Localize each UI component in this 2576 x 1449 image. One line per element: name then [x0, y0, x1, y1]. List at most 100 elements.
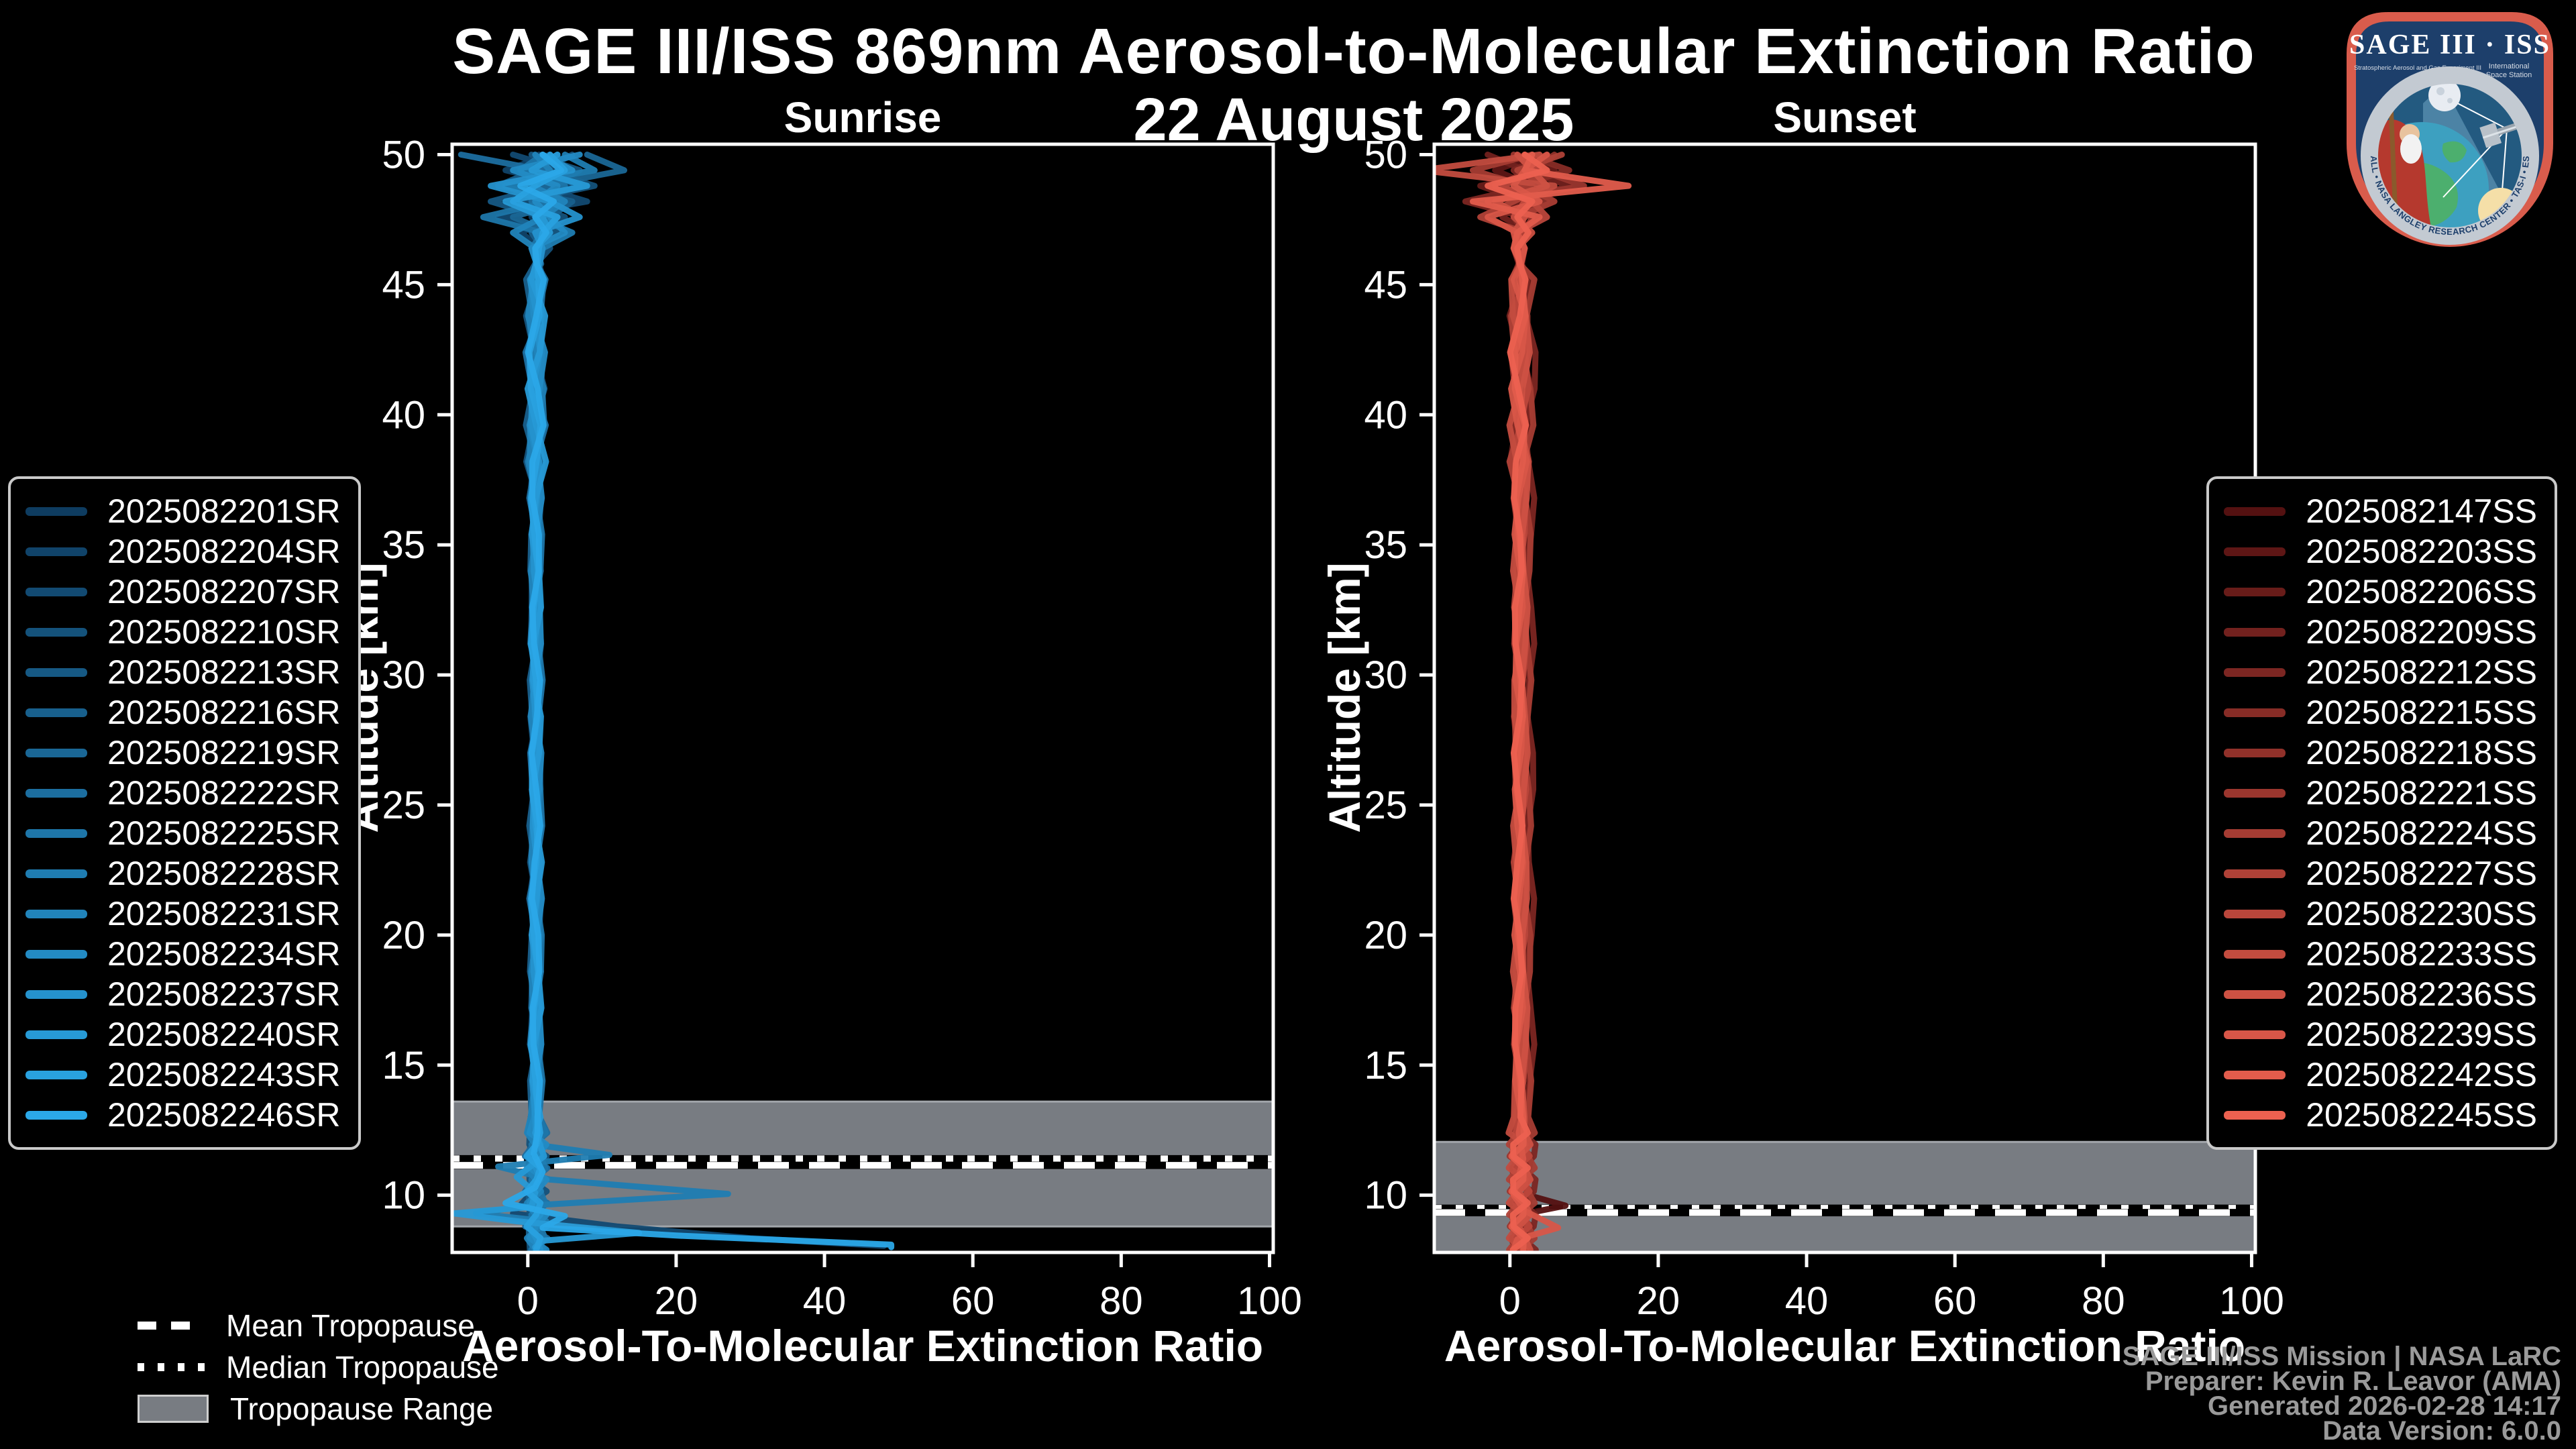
- legend-event-id: 2025082201SR: [107, 492, 341, 530]
- sunrise-legend-item: 2025082243SR: [25, 1055, 341, 1095]
- sunset-profile-2025082212SS: [1462, 152, 1550, 1252]
- legend-event-id: 2025082213SR: [107, 653, 341, 691]
- tropopause-range-swatch: [138, 1395, 209, 1423]
- legend-line-swatch: [2224, 587, 2286, 596]
- legend-line-swatch: [25, 788, 87, 798]
- tropopause-range-label: Tropopause Range: [230, 1391, 494, 1426]
- legend-event-id: 2025082147SS: [2306, 492, 2537, 530]
- sunrise-legend-item: 2025082240SR: [25, 1014, 341, 1055]
- sunrise-profile-2025082228SR: [472, 152, 731, 1250]
- sunset-x-axis-label: Aerosol-To-Molecular Extinction Ratio: [1444, 1321, 2246, 1371]
- legend-line-swatch: [25, 708, 87, 717]
- legend-line-swatch: [2224, 949, 2286, 959]
- legend-line-swatch: [2224, 708, 2286, 717]
- sunset-legend-item: 2025082221SS: [2224, 773, 2537, 813]
- sunrise-panel: 0 20 40 60 80 100 10 15 20 25 30 35 40 45 50: [382, 133, 1301, 1323]
- mean-tropopause-legend-item: Mean Tropopause: [138, 1305, 499, 1346]
- figure-title: SAGE III/ISS 869nm Aerosol-to-Molecular …: [452, 15, 2255, 87]
- attribution-generated: Generated 2026-02-28 14:17: [2208, 1391, 2561, 1421]
- legend-event-id: 2025082210SR: [107, 613, 341, 651]
- sunset-panel-title: Sunset: [1773, 93, 1917, 142]
- sunrise-x-tick-label: 0: [517, 1279, 539, 1323]
- legend-event-id: 2025082236SS: [2306, 975, 2537, 1013]
- sunset-x-tick-label: 60: [1933, 1279, 1977, 1323]
- legend-event-id: 2025082246SR: [107, 1096, 341, 1134]
- legend-line-swatch: [25, 1070, 87, 1079]
- legend-line-swatch: [2224, 869, 2286, 878]
- sunset-legend-item: 2025082230SS: [2224, 894, 2537, 934]
- sunrise-legend-item: 2025082207SR: [25, 572, 341, 612]
- sunrise-panel-title: Sunrise: [784, 93, 942, 142]
- legend-event-id: 2025082228SR: [107, 855, 341, 892]
- legend-line-swatch: [25, 506, 87, 516]
- sunrise-axes-frame: [450, 142, 1275, 1254]
- legend-line-swatch: [2224, 748, 2286, 757]
- sunset-x-tick-label: 40: [1785, 1279, 1829, 1323]
- sunrise-y-tick-label: 35: [382, 523, 425, 567]
- sunset-legend-item: 2025082147SS: [2224, 491, 2537, 531]
- sunset-y-tick-label: 35: [1364, 523, 1407, 567]
- figure-date: 22 August 2025: [1133, 87, 1574, 154]
- sunrise-y-tick-label: 25: [382, 784, 425, 827]
- tropopause-range-legend-item: Tropopause Range: [138, 1388, 499, 1430]
- sunset-x-tick-label: 100: [2219, 1279, 2284, 1323]
- logo-continent-2: [2442, 141, 2467, 163]
- legend-line-swatch: [2224, 989, 2286, 999]
- sunset-x-tick-label: 80: [2082, 1279, 2125, 1323]
- sunset-tropopause-band: [1434, 1142, 2255, 1252]
- legend-event-id: 2025082215SS: [2306, 694, 2537, 731]
- sunset-legend-item: 2025082218SS: [2224, 733, 2537, 773]
- sunset-legend-item: 2025082224SS: [2224, 813, 2537, 853]
- legend-line-swatch: [25, 547, 87, 556]
- sunrise-legend-item: 2025082210SR: [25, 612, 341, 652]
- sunrise-legend-item: 2025082222SR: [25, 773, 341, 813]
- legend-event-id: 2025082231SR: [107, 895, 341, 932]
- sunset-y-tick-label: 10: [1364, 1174, 1407, 1218]
- legend-line-swatch: [25, 909, 87, 918]
- legend-line-swatch: [2224, 1110, 2286, 1120]
- sunrise-y-tick-label: 45: [382, 263, 425, 307]
- logo-subtitle-right-2: Space Station: [2486, 71, 2532, 79]
- sunrise-legend-item: 2025082216SR: [25, 692, 341, 733]
- sunset-legend-item: 2025082206SS: [2224, 572, 2537, 612]
- legend-line-swatch: [2224, 788, 2286, 798]
- median-tropopause-legend-item: Median Tropopause: [138, 1346, 499, 1388]
- attribution: SAGE III/ISS Mission | NASA LaRC Prepare…: [2122, 1342, 2561, 1446]
- logo-moon: [2428, 83, 2461, 111]
- sunset-x-tick-label: 0: [1499, 1279, 1521, 1323]
- logo-subtitle-right-1: International: [2489, 62, 2530, 70]
- logo-ring: [2361, 66, 2539, 245]
- legend-event-id: 2025082222SR: [107, 774, 341, 812]
- sunrise-profile-2025082246SR: [502, 152, 895, 1250]
- sunset-axes-frame: [1432, 142, 2257, 1254]
- attribution-mission: SAGE III/ISS Mission | NASA LaRC: [2122, 1342, 2561, 1371]
- sunset-y-tick-label: 20: [1364, 914, 1407, 957]
- legend-line-swatch: [2224, 627, 2286, 637]
- sunrise-profile-2025082240SR: [452, 152, 643, 1250]
- sage-iss-logo: SAGE III · ISS Stratospheric Aerosol and…: [2343, 9, 2553, 247]
- sunrise-legend-item: 2025082201SR: [25, 491, 341, 531]
- legend-event-id: 2025082230SS: [2306, 895, 2537, 932]
- legend-event-id: 2025082219SR: [107, 734, 341, 771]
- sunset-y-tick-label: 15: [1364, 1044, 1407, 1087]
- legend-event-id: 2025082203SS: [2306, 533, 2537, 570]
- sunset-legend-item: 2025082203SS: [2224, 531, 2537, 572]
- sunrise-y-tick-label: 15: [382, 1044, 425, 1087]
- sunset-panel: 0 20 40 60 80 100 10 15 20 25 30 35 40 45 50: [1364, 133, 2284, 1323]
- sunrise-legend-item: 2025082213SR: [25, 652, 341, 692]
- logo-subtitle-left: Stratospheric Aerosol and Gas Experiment…: [2354, 64, 2481, 72]
- legend-line-swatch: [25, 1110, 87, 1120]
- attribution-data-version: Data Version: 6.0.0: [2322, 1416, 2561, 1446]
- mean-tropopause-swatch: [138, 1322, 205, 1330]
- sunrise-y-tick-label: 10: [382, 1174, 425, 1218]
- sunrise-legend-item: 2025082234SR: [25, 934, 341, 974]
- sunrise-legend-item: 2025082225SR: [25, 813, 341, 853]
- legend-line-swatch: [25, 828, 87, 838]
- sunset-profile-2025082221SS: [1485, 152, 1587, 1252]
- attribution-preparer: Preparer: Kevin R. Leavor (AMA): [2145, 1366, 2561, 1396]
- legend-line-swatch: [2224, 506, 2286, 516]
- logo-title: SAGE III · ISS: [2349, 30, 2551, 60]
- legend-line-swatch: [25, 587, 87, 596]
- legend-line-swatch: [25, 1030, 87, 1039]
